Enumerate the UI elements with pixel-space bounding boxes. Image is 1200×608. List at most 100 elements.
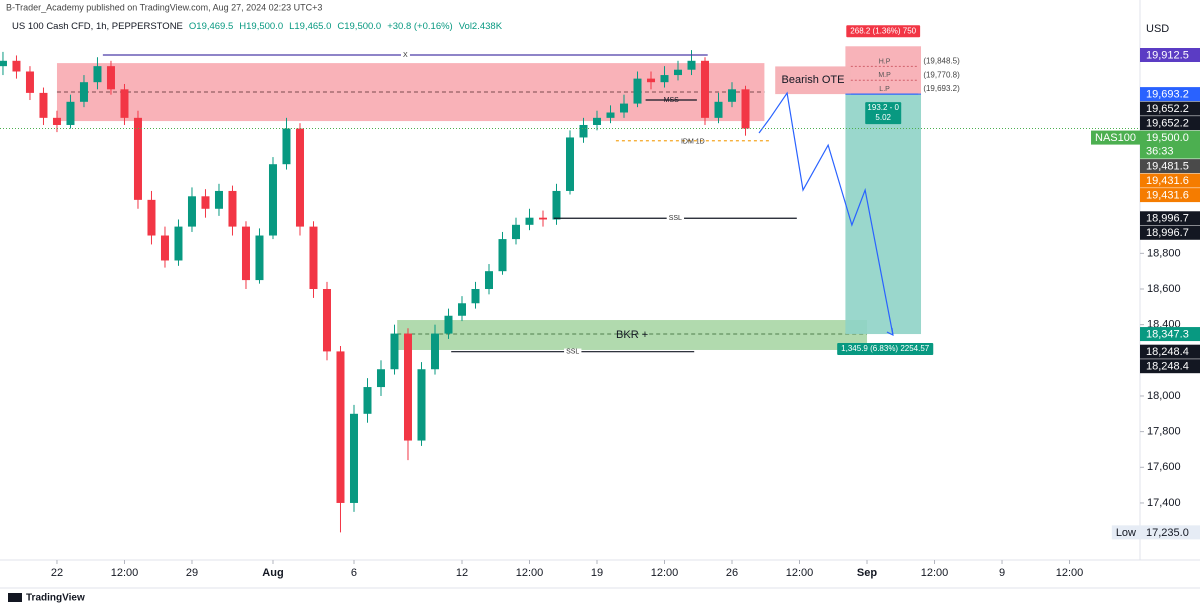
candle-body — [471, 289, 480, 304]
ohlc-value: C19,500.0 — [337, 21, 381, 32]
price-tag — [1140, 130, 1200, 159]
entry-label: 193.2 - 0 — [867, 103, 899, 112]
drawings-back — [56, 46, 922, 350]
price-tag-label: 18,347.3 — [1146, 328, 1189, 340]
ohlc-value: +30.8 (+0.16%) — [387, 21, 453, 32]
candle-body — [376, 369, 385, 388]
price-tag-sub: 36:33 — [1146, 146, 1174, 158]
bkr-zone — [397, 320, 868, 350]
candle-body — [0, 60, 7, 67]
projection-arrow — [886, 327, 894, 337]
entry-label: 5.02 — [875, 113, 891, 122]
price-tag — [1140, 525, 1200, 540]
x-tick-label: 6 — [351, 567, 357, 579]
candle-body — [484, 271, 493, 290]
candle-body — [444, 315, 453, 334]
candle-body — [552, 190, 561, 220]
x-tick-label: Aug — [262, 567, 283, 579]
candle-body — [714, 101, 723, 118]
candle-body — [309, 226, 318, 290]
x-tick-label: 26 — [726, 567, 738, 579]
candle-body — [363, 387, 372, 414]
candle-body — [25, 71, 34, 93]
candle-body — [430, 333, 439, 370]
drawings-front: BKR + Bearish OTE H.P (19,848.5) M.P (19,770.… — [0, 25, 1140, 356]
candle-body — [606, 112, 615, 118]
candle-body — [538, 217, 547, 220]
ssl-line-label: SSL — [669, 215, 682, 222]
ohlc-value: L19,465.0 — [289, 21, 331, 32]
price-tag — [1140, 101, 1200, 116]
candle-body — [268, 164, 277, 236]
price-tag-note-bg — [1111, 525, 1140, 540]
candles — [0, 50, 750, 533]
symbol: US 100 Cash CFD, 1h, PEPPERSTONE — [12, 21, 183, 32]
candle-body — [390, 333, 399, 370]
logo — [8, 593, 22, 602]
bkr-label: BKR + — [616, 329, 648, 341]
ohlc-value: Vol2.438K — [459, 21, 503, 32]
price-tag-label: 18,248.4 — [1146, 346, 1189, 358]
y-tick-label: 18,800 — [1147, 247, 1181, 259]
price-tag — [1140, 87, 1200, 102]
projection — [758, 91, 894, 336]
ote-level-name: L.P — [879, 86, 890, 93]
publisher: B-Trader_Academy published on TradingVie… — [6, 2, 322, 12]
candle-body — [201, 196, 210, 209]
candle-body — [701, 60, 710, 118]
price-tag-label: 17,235.0 — [1146, 527, 1189, 539]
x-tick-label: 12:00 — [516, 567, 544, 579]
price-tag-note: Low — [1116, 527, 1136, 539]
y-tick-label: 17,800 — [1147, 426, 1181, 438]
x-tick-label: 22 — [51, 567, 63, 579]
candle-body — [295, 128, 304, 227]
price-tag-label: 19,431.6 — [1146, 190, 1189, 202]
y-tick-label: 18,600 — [1147, 283, 1181, 295]
target-label-bg — [837, 343, 934, 356]
symbol-legend: US 100 Cash CFD, 1h, PEPPERSTONE O19,469.… — [12, 21, 503, 32]
price-tag-note-bg — [1091, 130, 1140, 145]
price-tag — [1140, 159, 1200, 174]
x-tick-label: 12:00 — [1056, 567, 1084, 579]
price-tag — [1140, 211, 1200, 226]
stop-zone — [845, 46, 922, 95]
candle-body — [633, 78, 642, 104]
candle-body — [322, 289, 331, 352]
price-tag — [1140, 48, 1200, 63]
candle-body — [647, 78, 656, 83]
idm-line-label: IDM 1D — [681, 139, 705, 146]
risk-label-bg — [846, 25, 921, 38]
x-line-label: X — [403, 52, 408, 59]
candle-body — [687, 60, 696, 70]
candle-body — [228, 190, 237, 227]
price-tag-label: 19,652.2 — [1146, 103, 1189, 115]
ote-level-name: M.P — [878, 72, 891, 79]
candle-body — [255, 235, 264, 281]
label-knockout — [666, 215, 685, 223]
axes: 19,20018,80018,60018,40018,00017,80017,6… — [51, 48, 1200, 579]
candle-body — [417, 369, 426, 441]
entry-label-bg — [865, 102, 902, 125]
candle-body — [147, 199, 156, 236]
y-tick-label: 17,600 — [1147, 461, 1181, 473]
price-tag — [1140, 188, 1200, 203]
price-tag-label: 19,912.5 — [1146, 49, 1189, 61]
y-tick-label: 17,400 — [1147, 497, 1181, 509]
candle-body — [593, 117, 602, 125]
x-tick-label: 19 — [591, 567, 603, 579]
label-knockout — [564, 348, 582, 356]
candle-body — [336, 351, 345, 503]
candle-body — [741, 89, 750, 129]
candle-body — [525, 217, 534, 225]
target-label: 1,345.9 (6.83%) 2254.57 — [841, 344, 930, 353]
price-tag — [1140, 327, 1200, 342]
ote-level-value: (19,770.8) — [923, 70, 960, 79]
candle-body — [349, 413, 358, 503]
candle-body — [403, 333, 412, 441]
candle-body — [39, 92, 48, 118]
price-tag-label: 18,996.7 — [1146, 213, 1189, 225]
candle-body — [93, 66, 102, 83]
x-tick-label: 29 — [186, 567, 198, 579]
ote-level-value: (19,848.5) — [923, 57, 960, 66]
